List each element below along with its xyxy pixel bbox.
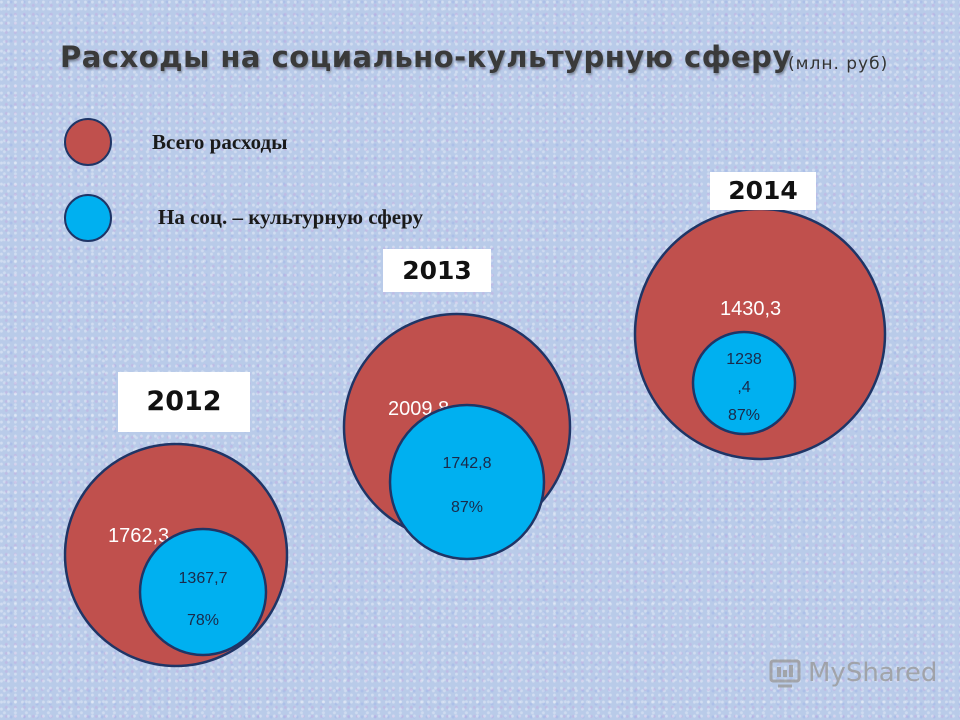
label-total-2014: 1430,3 (720, 298, 781, 320)
label-total-2012: 1762,3 (108, 525, 169, 547)
year-label-2012: 2012 (118, 372, 250, 432)
legend-social-label: На соц. – культурную сферу (158, 205, 424, 229)
year-label-2013: 2013 (383, 249, 491, 292)
presentation-icon (769, 659, 801, 688)
legend-total-marker (64, 118, 112, 166)
label-percent-2013: 87% (451, 499, 483, 516)
label-social-2014-1: ,4 (737, 379, 750, 396)
label-social-2012-0: 1367,7 (179, 570, 228, 587)
bubble-social-2013 (388, 403, 546, 561)
label-social-2013-0: 1742,8 (443, 455, 492, 472)
label-percent-2012: 78% (187, 612, 219, 629)
bubble-social-2014 (691, 330, 797, 436)
unit-label: (млн. руб) (788, 54, 889, 74)
chart-title: Расходы на социально-культурную сферу (60, 40, 792, 74)
watermark: MyShared (768, 656, 937, 690)
legend-social-marker (64, 194, 112, 242)
label-percent-2014: 87% (728, 407, 760, 424)
year-label-2014: 2014 (710, 172, 816, 210)
legend-total-label: Всего расходы (152, 130, 288, 154)
label-social-2014-0: 1238 (726, 351, 762, 368)
watermark-text: MyShared (808, 658, 938, 688)
bubble-social-2012 (138, 527, 268, 657)
